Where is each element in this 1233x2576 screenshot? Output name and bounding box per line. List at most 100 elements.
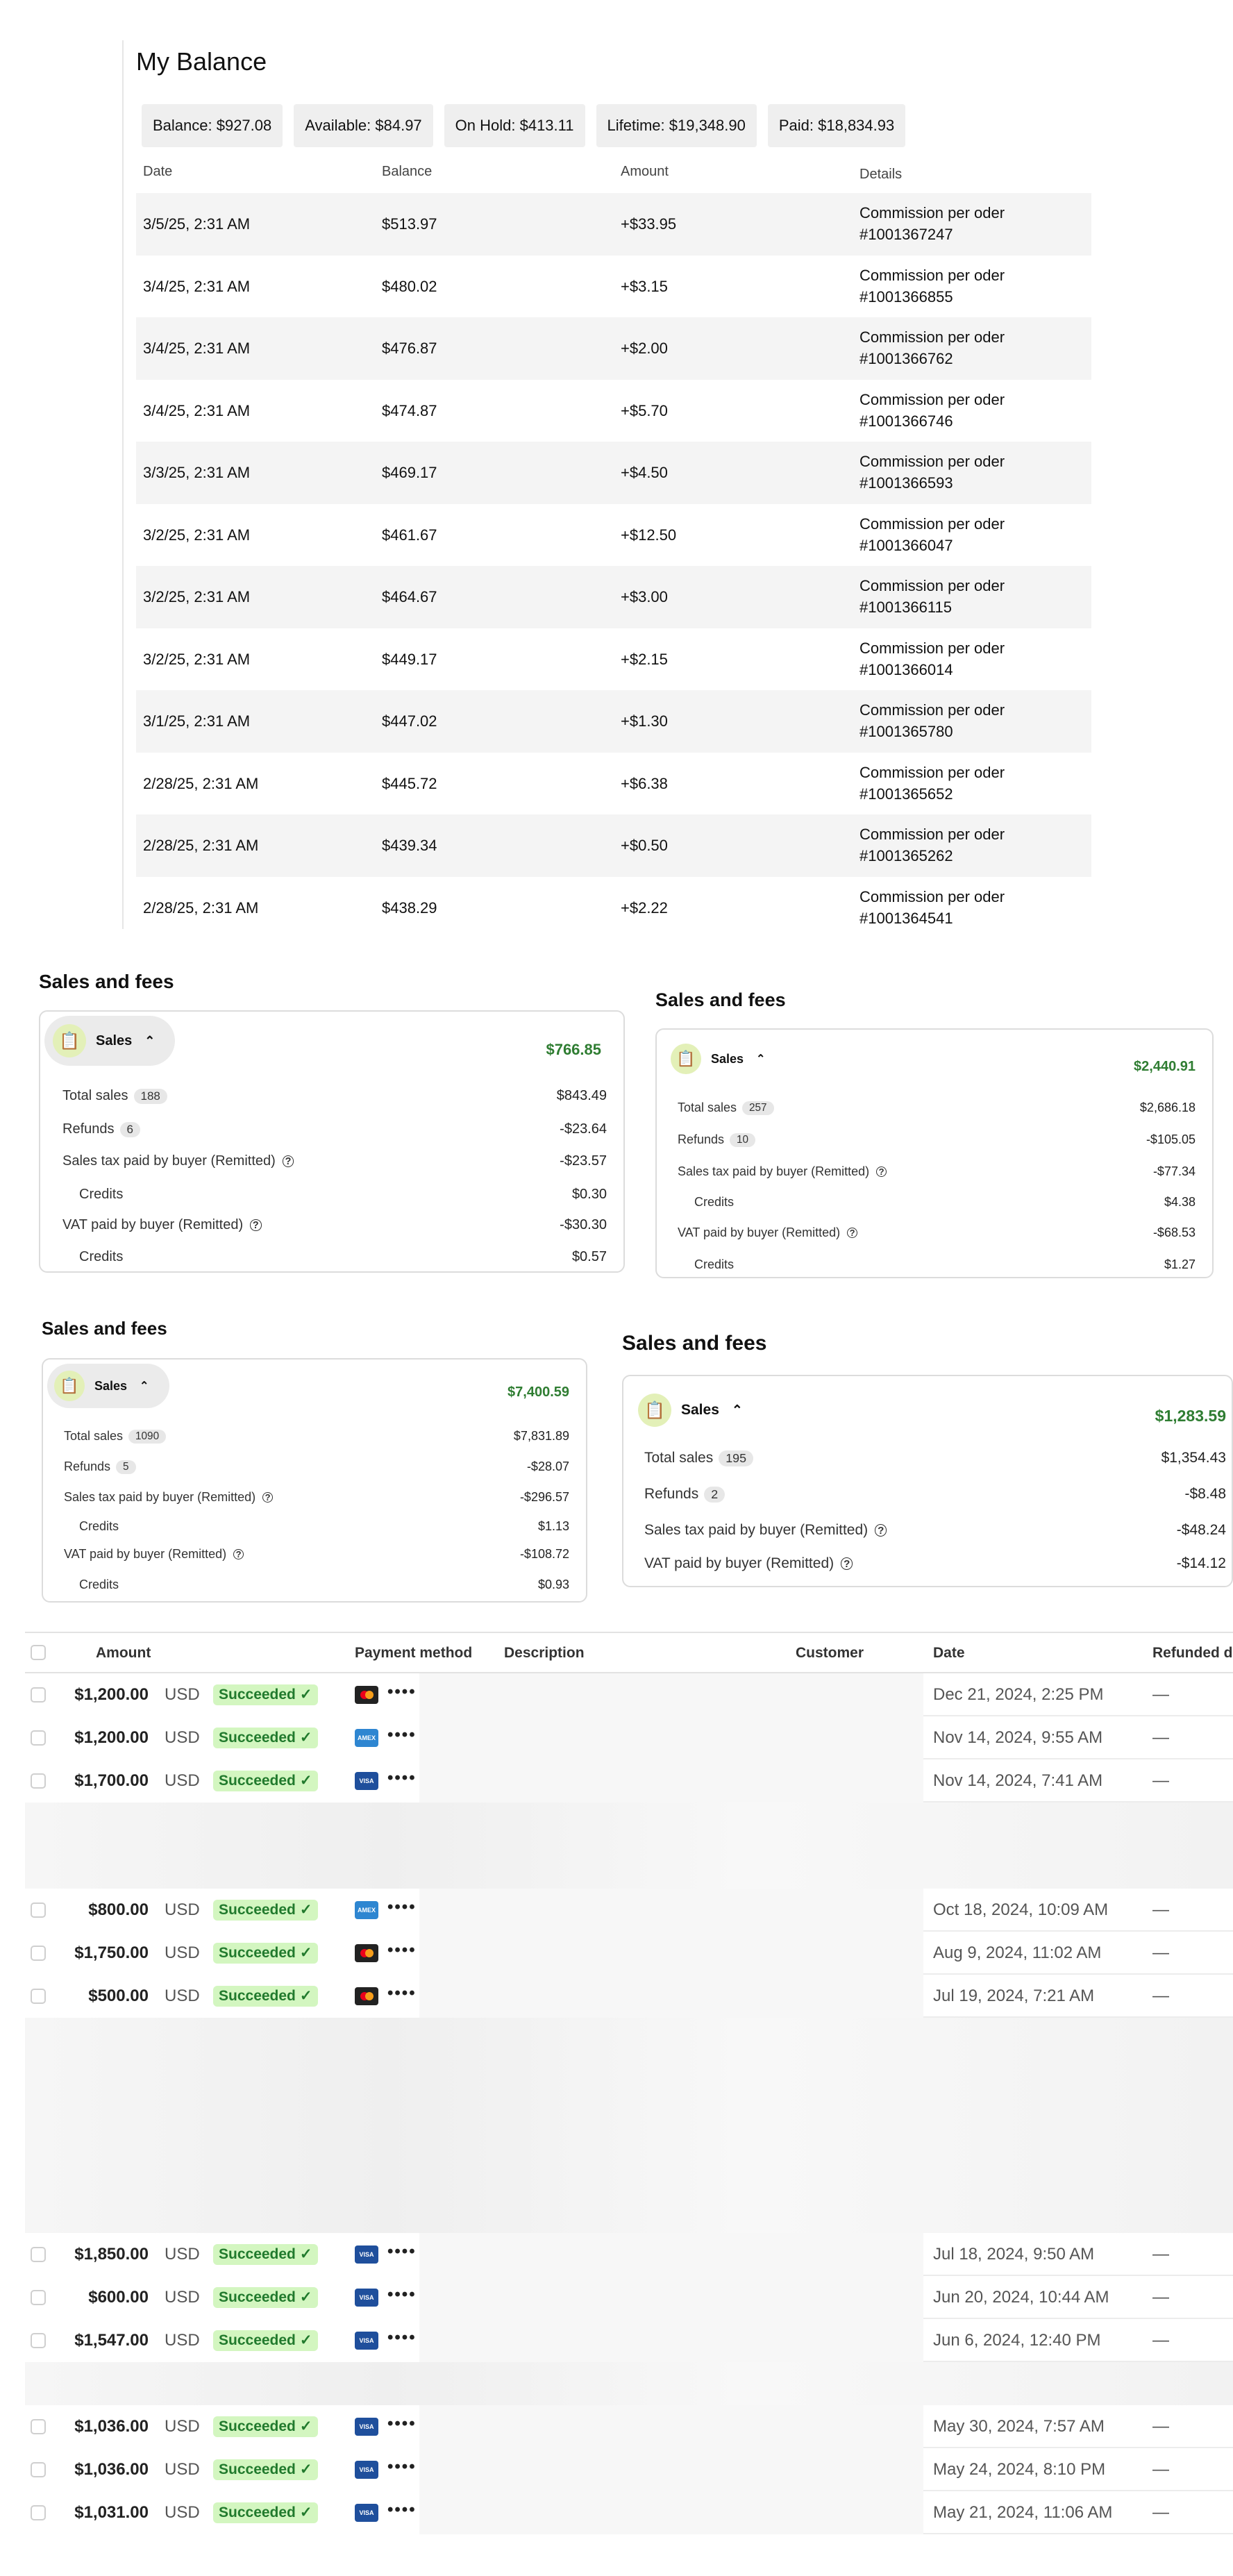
credits-label: Credits xyxy=(694,1257,734,1272)
count-badge: 195 xyxy=(719,1450,753,1466)
masked-card-number: •••• xyxy=(387,2457,417,2476)
fee-line: Refunds 2 -$8.48 xyxy=(623,1486,1232,1507)
fee-label: Total sales 188 xyxy=(62,1088,167,1104)
fee-value: -$68.53 xyxy=(1152,1226,1196,1239)
clipboard-icon: 📋 xyxy=(638,1394,671,1427)
masked-card-number: •••• xyxy=(387,2500,417,2519)
payment-date: Aug 9, 2024, 11:02 AM xyxy=(933,1943,1102,1962)
status-badge: Succeeded ✓ xyxy=(213,1728,318,1748)
count-badge: 6 xyxy=(119,1121,140,1137)
fee-label: VAT paid by buyer (Remitted)? xyxy=(644,1555,853,1572)
help-icon[interactable]: ? xyxy=(876,1166,887,1177)
payment-amount: $500.00 xyxy=(88,1987,149,2005)
help-icon[interactable]: ? xyxy=(841,1557,853,1570)
row-date: 3/4/25, 2:31 AM xyxy=(143,401,251,419)
chevron-up-icon[interactable]: ⌃ xyxy=(144,1033,156,1048)
fee-value: -$14.12 xyxy=(1176,1555,1226,1571)
payment-row[interactable]: $1,036.00 USD Succeeded ✓ VISA •••• May 24, 20… xyxy=(25,2448,1233,2491)
row-balance: $438.29 xyxy=(382,898,437,917)
status-badge: Succeeded ✓ xyxy=(213,2416,318,2437)
column-header-date: Date xyxy=(933,1645,965,1661)
payment-date: Jul 19, 2024, 7:21 AM xyxy=(933,1987,1095,2005)
row-checkbox[interactable] xyxy=(31,1946,46,1961)
sales-and-fees-card: 📋 Sales ⌃ $2,440.91 Total sales 257 $2,686.18 R… xyxy=(655,1028,1214,1278)
row-divider xyxy=(923,2361,1233,2362)
row-checkbox[interactable] xyxy=(31,1730,46,1746)
payment-row[interactable]: $1,200.00 USD Succeeded ✓ •••• Dec 21, 2024, … xyxy=(25,1673,1233,1716)
row-date: 2/28/25, 2:31 AM xyxy=(143,837,259,854)
redacted-description xyxy=(419,1889,923,1932)
row-checkbox[interactable] xyxy=(31,2247,46,2262)
fee-line: Credits $1.27 xyxy=(657,1257,1212,1278)
fee-value: -$28.07 xyxy=(526,1460,569,1473)
help-icon[interactable]: ? xyxy=(875,1524,887,1537)
sales-toggle[interactable]: 📋 Sales ⌃ xyxy=(47,1364,169,1408)
payment-row[interactable]: $1,700.00 USD Succeeded ✓ VISA •••• Nov 14, 20… xyxy=(25,1759,1233,1803)
payment-row[interactable]: $1,036.00 USD Succeeded ✓ VISA •••• May 30, 20… xyxy=(25,2405,1233,2448)
payment-currency: USD xyxy=(165,2503,200,2522)
section-title: Sales and fees xyxy=(655,989,786,1010)
sales-toggle[interactable]: 📋 Sales ⌃ xyxy=(635,1390,753,1430)
row-amount: +$6.38 xyxy=(621,774,668,792)
fee-line: Credits $1.13 xyxy=(43,1519,586,1540)
row-checkbox[interactable] xyxy=(31,1773,46,1789)
check-icon: ✓ xyxy=(299,2332,312,2348)
sales-and-fees-card: 📋 Sales ⌃ $7,400.59 Total sales 1090 $7,831.89… xyxy=(42,1358,587,1603)
status-badge: Succeeded ✓ xyxy=(213,1771,318,1791)
count-badge: 1090 xyxy=(128,1429,167,1444)
redacted-description xyxy=(419,1716,923,1759)
chevron-up-icon[interactable]: ⌃ xyxy=(140,1380,149,1392)
table-row: 3/4/25, 2:31 AM $476.87 +$2.00 Commission p… xyxy=(136,317,1091,380)
fee-value: $7,831.89 xyxy=(513,1429,569,1443)
payment-row[interactable]: $1,200.00 USD Succeeded ✓ AMEX •••• Nov 14, 20… xyxy=(25,1716,1233,1759)
help-icon[interactable]: ? xyxy=(262,1492,274,1503)
visa-icon: VISA xyxy=(355,2332,378,2350)
payment-row[interactable]: $500.00 USD Succeeded ✓ •••• Jul 19, 2024, 7:… xyxy=(25,1975,1233,2018)
status-label: Succeeded xyxy=(219,1687,296,1703)
paid-chip: Paid: $18,834.93 xyxy=(767,104,906,147)
help-icon[interactable]: ? xyxy=(233,1549,244,1559)
row-checkbox[interactable] xyxy=(31,1902,46,1918)
fee-value: $0.30 xyxy=(571,1187,607,1202)
payment-row[interactable]: $600.00 USD Succeeded ✓ VISA •••• Jun 20, 2024… xyxy=(25,2276,1233,2319)
row-checkbox[interactable] xyxy=(31,1989,46,2004)
payment-row[interactable]: $1,850.00 USD Succeeded ✓ VISA •••• Jul 18, 20… xyxy=(25,2233,1233,2276)
refunded-date: — xyxy=(1152,1685,1169,1704)
chevron-up-icon[interactable]: ⌃ xyxy=(756,1053,766,1065)
table-row: 3/3/25, 2:31 AM $469.17 +$4.50 Commission p… xyxy=(136,442,1091,504)
help-icon[interactable]: ? xyxy=(847,1228,858,1238)
status-badge: Succeeded ✓ xyxy=(213,2459,318,2480)
mastercard-icon xyxy=(355,1944,378,1962)
payments-table: Amount Payment method Description Custom… xyxy=(25,1632,1233,2576)
payment-row[interactable]: $1,547.00 USD Succeeded ✓ VISA •••• Jun 6, 202… xyxy=(25,2319,1233,2362)
amex-icon: AMEX xyxy=(355,1901,378,1919)
fee-value: $1.27 xyxy=(1164,1257,1196,1271)
row-checkbox[interactable] xyxy=(31,2505,46,2520)
row-checkbox[interactable] xyxy=(31,1687,46,1703)
sales-label: Sales xyxy=(94,1378,128,1393)
chevron-up-icon[interactable]: ⌃ xyxy=(731,1403,743,1418)
fee-line: Credits $0.30 xyxy=(40,1187,623,1207)
check-icon: ✓ xyxy=(299,1945,312,1961)
fee-label-text: Total sales xyxy=(62,1088,128,1103)
payment-row[interactable]: $1,750.00 USD Succeeded ✓ •••• Aug 9, 2024, 1… xyxy=(25,1932,1233,1975)
lifetime-chip: Lifetime: $19,348.90 xyxy=(596,104,757,147)
clipboard-icon: 📋 xyxy=(53,1024,86,1057)
fee-label-text: Credits xyxy=(694,1195,735,1209)
help-icon[interactable]: ? xyxy=(250,1219,262,1231)
refunded-date: — xyxy=(1152,1900,1169,1919)
row-checkbox[interactable] xyxy=(31,2462,46,2477)
row-checkbox[interactable] xyxy=(31,2290,46,2305)
balance-table-body: 3/5/25, 2:31 AM $513.97 +$33.95 Commission … xyxy=(136,193,1091,939)
column-header-balance: Balance xyxy=(382,164,433,179)
fee-label: VAT paid by buyer (Remitted)? xyxy=(62,1217,262,1233)
row-amount: +$33.95 xyxy=(621,215,677,233)
row-checkbox[interactable] xyxy=(31,2333,46,2348)
sales-toggle[interactable]: 📋 Sales ⌃ xyxy=(665,1038,787,1080)
payment-row[interactable]: $800.00 USD Succeeded ✓ AMEX •••• Oct 18, 2024… xyxy=(25,1889,1233,1932)
sales-toggle[interactable]: 📋 Sales ⌃ xyxy=(44,1016,175,1066)
help-icon[interactable]: ? xyxy=(282,1155,294,1167)
payment-row[interactable]: $1,031.00 USD Succeeded ✓ VISA •••• May 21, 20… xyxy=(25,2491,1233,2534)
select-all-checkbox[interactable] xyxy=(31,1645,46,1660)
row-checkbox[interactable] xyxy=(31,2419,46,2434)
